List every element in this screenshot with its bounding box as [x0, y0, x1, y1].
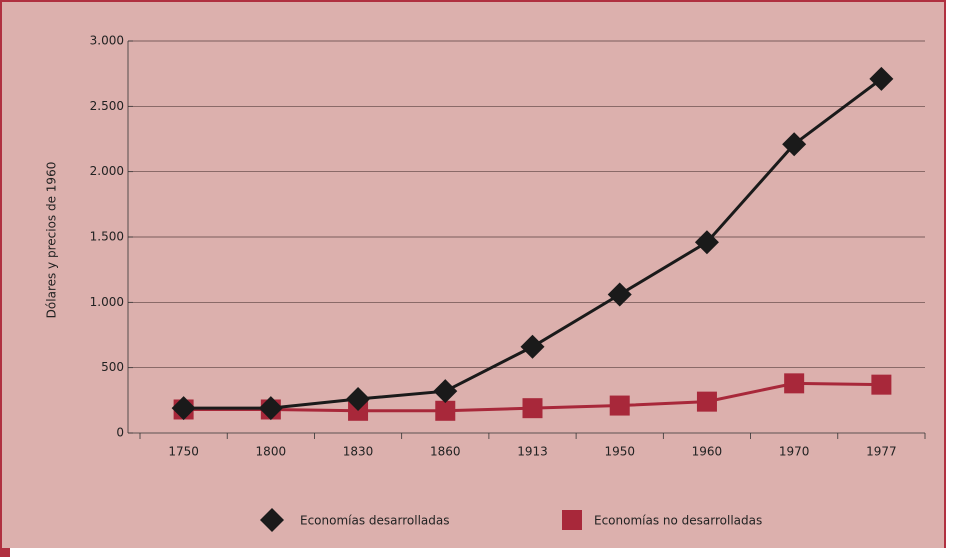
- marker: [607, 282, 632, 307]
- marker: [171, 396, 196, 421]
- y-tick-label: 0: [116, 426, 124, 440]
- legend-label: Economías desarrolladas: [300, 514, 450, 528]
- y-tick-label: 500: [101, 360, 124, 374]
- x-tick-label: 1950: [604, 445, 635, 459]
- marker: [782, 132, 807, 157]
- marker: [871, 374, 892, 395]
- y-tick-label: 2.000: [90, 164, 124, 178]
- y-axis-label: Dólares y precios de 1960: [45, 162, 59, 319]
- y-tick-label: 1.500: [90, 230, 124, 244]
- x-tick-label: 1800: [256, 445, 287, 459]
- x-tick-label: 1960: [692, 445, 723, 459]
- y-tick-label: 3.000: [90, 34, 124, 48]
- marker: [346, 387, 371, 412]
- x-tick-label: 1860: [430, 445, 461, 459]
- x-tick-label: 1830: [343, 445, 374, 459]
- background: [1, 1, 945, 548]
- marker: [696, 391, 717, 412]
- marker: [869, 66, 894, 91]
- x-tick-label: 1750: [168, 445, 199, 459]
- marker: [609, 395, 630, 416]
- marker: [784, 373, 805, 394]
- x-tick-label: 1913: [517, 445, 548, 459]
- x-tick-label: 1970: [779, 445, 810, 459]
- y-tick-label: 1.000: [90, 295, 124, 309]
- y-tick-label: 2.500: [90, 99, 124, 113]
- marker: [522, 398, 543, 419]
- marker: [562, 510, 582, 530]
- marker: [694, 230, 719, 255]
- corner-decoration: [0, 548, 10, 557]
- marker: [433, 379, 458, 404]
- frame: [0, 0, 946, 548]
- marker: [260, 508, 284, 532]
- x-tick-label: 1977: [866, 445, 897, 459]
- marker: [435, 400, 456, 421]
- marker: [520, 334, 545, 359]
- marker: [258, 396, 283, 421]
- legend-label: Economías no desarrolladas: [594, 514, 762, 528]
